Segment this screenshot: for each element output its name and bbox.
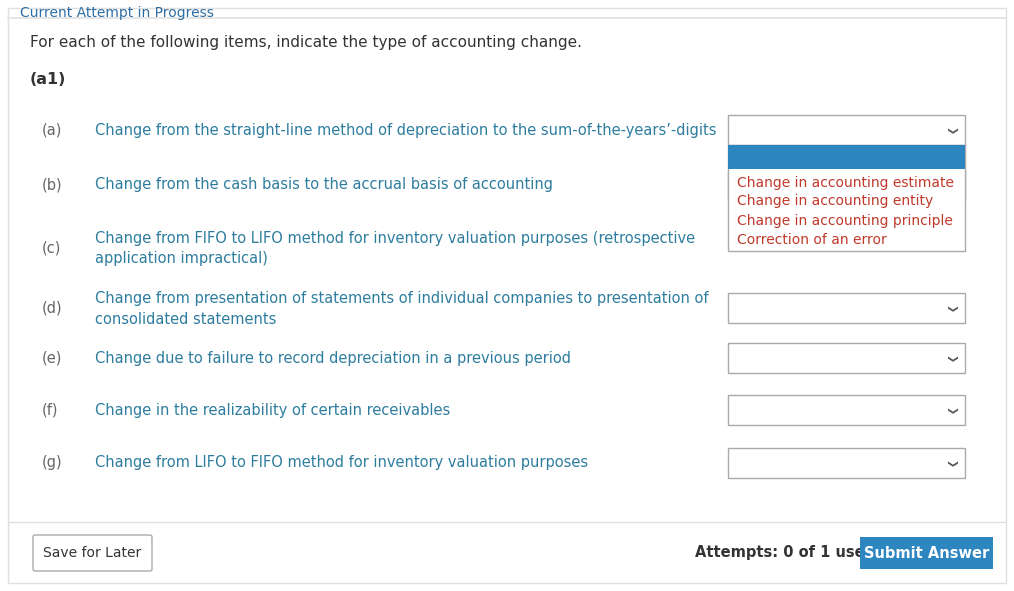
FancyBboxPatch shape — [33, 535, 152, 571]
Text: Change from the straight-line method of depreciation to the sum-of-the-years’-di: Change from the straight-line method of … — [95, 122, 717, 138]
Text: application impractical): application impractical) — [95, 252, 268, 267]
Text: (b): (b) — [42, 177, 63, 193]
Text: ❯: ❯ — [946, 127, 956, 135]
Text: (c): (c) — [42, 241, 62, 255]
Text: Change in accounting entity: Change in accounting entity — [737, 194, 933, 209]
FancyBboxPatch shape — [728, 145, 965, 251]
Text: Save for Later: Save for Later — [44, 546, 142, 560]
Text: ❯: ❯ — [946, 460, 956, 468]
Text: For each of the following items, indicate the type of accounting change.: For each of the following items, indicat… — [30, 35, 582, 50]
Text: Change from presentation of statements of individual companies to presentation o: Change from presentation of statements o… — [95, 291, 709, 306]
FancyBboxPatch shape — [728, 293, 965, 323]
FancyBboxPatch shape — [728, 395, 965, 425]
Text: (a): (a) — [42, 122, 63, 138]
Text: (e): (e) — [42, 350, 63, 365]
FancyBboxPatch shape — [728, 343, 965, 373]
Text: Change due to failure to record depreciation in a previous period: Change due to failure to record deprecia… — [95, 350, 571, 365]
Text: Change from the cash basis to the accrual basis of accounting: Change from the cash basis to the accrua… — [95, 177, 553, 193]
Text: Change in the realizability of certain receivables: Change in the realizability of certain r… — [95, 402, 450, 417]
Text: Change from LIFO to FIFO method for inventory valuation purposes: Change from LIFO to FIFO method for inve… — [95, 456, 588, 470]
FancyBboxPatch shape — [728, 115, 965, 145]
Text: Correction of an error: Correction of an error — [737, 232, 887, 246]
FancyBboxPatch shape — [728, 170, 965, 200]
Text: consolidated statements: consolidated statements — [95, 311, 277, 326]
Text: ❯: ❯ — [946, 182, 956, 190]
Text: ❯: ❯ — [946, 355, 956, 363]
Text: Change from FIFO to LIFO method for inventory valuation purposes (retrospective: Change from FIFO to LIFO method for inve… — [95, 230, 696, 245]
Text: (a1): (a1) — [30, 72, 66, 87]
Text: (g): (g) — [42, 456, 63, 470]
Text: (f): (f) — [42, 402, 59, 417]
Text: Change in accounting principle: Change in accounting principle — [737, 213, 953, 228]
FancyBboxPatch shape — [728, 448, 965, 478]
Text: ❯: ❯ — [946, 305, 956, 313]
FancyBboxPatch shape — [8, 8, 1006, 583]
FancyBboxPatch shape — [860, 537, 993, 569]
Text: Current Attempt in Progress: Current Attempt in Progress — [20, 6, 214, 20]
Text: ❯: ❯ — [946, 407, 956, 415]
FancyBboxPatch shape — [728, 145, 965, 169]
Text: Submit Answer: Submit Answer — [864, 545, 989, 560]
Text: (d): (d) — [42, 300, 63, 316]
Text: Attempts: 0 of 1 used: Attempts: 0 of 1 used — [695, 545, 875, 560]
Text: Change in accounting estimate: Change in accounting estimate — [737, 176, 954, 190]
